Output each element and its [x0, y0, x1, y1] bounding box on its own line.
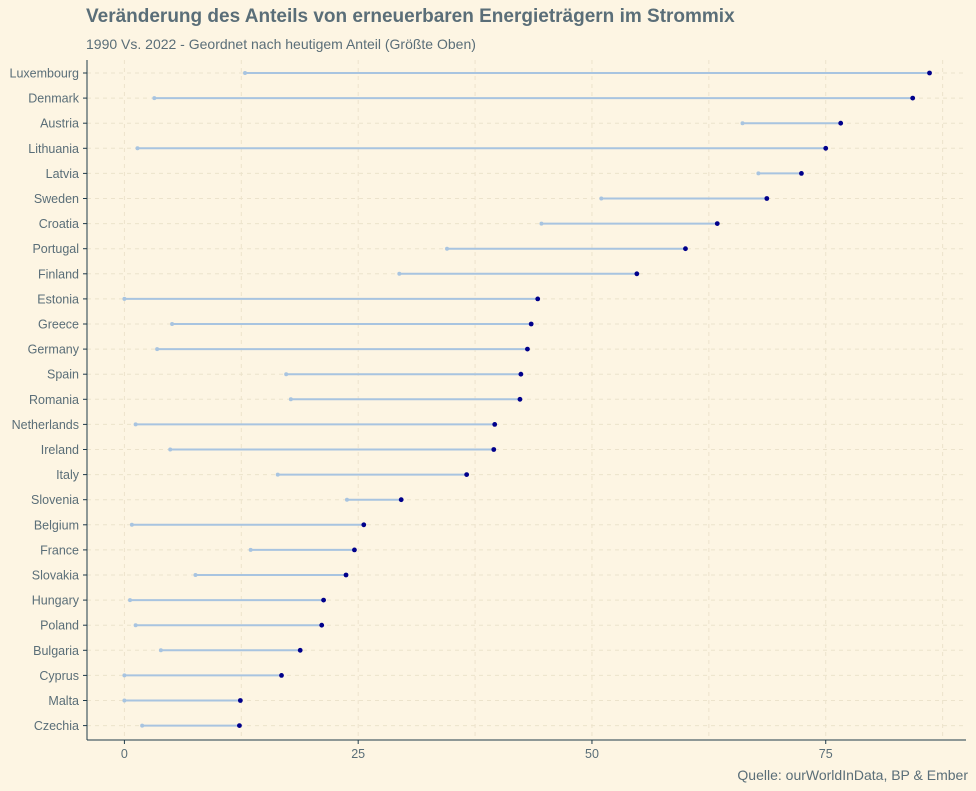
y-tick-label: Romania — [29, 393, 79, 407]
point-1990 — [275, 472, 280, 477]
y-tick-label: Croatia — [39, 217, 79, 231]
y-tick-label: Bulgaria — [33, 644, 79, 658]
point-2022 — [464, 472, 470, 477]
point-1990 — [168, 447, 173, 452]
point-2022 — [492, 422, 498, 427]
point-1990 — [133, 422, 138, 427]
point-2022 — [823, 145, 829, 151]
y-tick-label: Czechia — [34, 719, 79, 733]
y-tick-label: Spain — [47, 368, 79, 382]
point-1990 — [158, 648, 163, 653]
point-2022 — [910, 95, 916, 101]
point-1990 — [140, 723, 145, 728]
point-1990 — [122, 673, 127, 678]
point-1990 — [122, 296, 127, 301]
point-2022 — [398, 497, 404, 503]
point-2022 — [321, 597, 326, 603]
x-tick-label: 75 — [819, 747, 833, 761]
y-tick-label: Estonia — [37, 292, 79, 306]
chart-caption: Quelle: ourWorldInData, BP & Ember — [737, 767, 968, 783]
y-tick-label: Slovakia — [32, 569, 79, 583]
point-1990 — [288, 397, 293, 402]
y-tick-label: Austria — [40, 117, 79, 131]
y-tick-label: Netherlands — [12, 418, 79, 432]
y-tick-label: Lithuania — [28, 142, 79, 156]
point-1990 — [599, 196, 604, 201]
y-tick-label: Luxembourg — [10, 67, 80, 81]
point-1990 — [284, 372, 289, 377]
point-2022 — [838, 120, 844, 126]
point-2022 — [714, 221, 720, 227]
point-2022 — [491, 447, 497, 452]
x-tick-label: 50 — [585, 747, 599, 761]
y-tick-label: Germany — [28, 343, 80, 357]
point-1990 — [170, 322, 175, 326]
point-2022 — [237, 723, 242, 728]
y-tick-label: Belgium — [34, 518, 79, 532]
point-2022 — [352, 547, 357, 553]
point-1990 — [135, 146, 140, 151]
x-tick-label: 25 — [351, 747, 365, 761]
point-1990 — [344, 497, 349, 502]
point-2022 — [517, 396, 523, 402]
point-2022 — [634, 271, 640, 277]
point-2022 — [528, 321, 534, 327]
y-tick-label: Slovenia — [31, 493, 79, 507]
point-2022 — [535, 296, 541, 302]
point-1990 — [155, 347, 160, 352]
point-2022 — [518, 371, 524, 377]
point-1990 — [445, 246, 450, 251]
y-tick-label: Ireland — [41, 443, 79, 457]
point-1990 — [397, 271, 402, 276]
point-2022 — [764, 196, 770, 201]
chart-title: Veränderung des Anteils von erneuerbaren… — [86, 6, 735, 27]
y-tick-label: Hungary — [32, 594, 80, 608]
point-1990 — [122, 698, 127, 703]
point-1990 — [539, 221, 544, 226]
point-2022 — [927, 70, 932, 76]
point-2022 — [319, 622, 325, 628]
point-1990 — [740, 121, 745, 126]
point-2022 — [343, 572, 349, 578]
y-tick-label: Italy — [56, 468, 80, 482]
point-1990 — [133, 623, 138, 628]
point-1990 — [243, 71, 248, 75]
point-1990 — [756, 171, 761, 176]
point-2022 — [297, 647, 303, 653]
y-tick-label: Malta — [48, 694, 79, 708]
point-2022 — [799, 171, 804, 176]
y-tick-label: Latvia — [46, 167, 79, 181]
x-tick-label: 0 — [121, 747, 128, 761]
y-tick-label: Denmark — [28, 92, 79, 106]
y-tick-label: Finland — [38, 267, 79, 281]
point-1990 — [193, 573, 198, 577]
y-tick-label: Sweden — [34, 192, 79, 206]
point-1990 — [129, 522, 134, 527]
y-tick-label: Greece — [38, 318, 79, 332]
point-2022 — [279, 673, 284, 678]
y-tick-label: Poland — [40, 619, 79, 633]
point-1990 — [128, 598, 133, 603]
point-1990 — [248, 547, 253, 552]
chart-subtitle: 1990 Vs. 2022 - Geordnet nach heutigem A… — [86, 36, 476, 52]
y-tick-label: Portugal — [32, 242, 79, 256]
point-2022 — [237, 698, 243, 703]
point-2022 — [683, 246, 688, 252]
point-1990 — [152, 96, 157, 101]
y-tick-label: Cyprus — [39, 669, 79, 683]
point-2022 — [361, 522, 367, 528]
y-tick-label: France — [40, 543, 79, 557]
point-2022 — [525, 346, 530, 352]
